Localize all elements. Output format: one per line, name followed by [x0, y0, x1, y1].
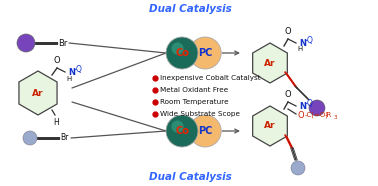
Text: -C(=O): -C(=O)	[305, 112, 329, 118]
Text: O: O	[54, 56, 60, 65]
Text: -R: -R	[325, 112, 332, 118]
Text: Br: Br	[58, 39, 67, 47]
Text: Ar: Ar	[32, 89, 44, 97]
Text: Dual Catalysis: Dual Catalysis	[149, 172, 231, 182]
Text: N: N	[299, 39, 306, 47]
Text: Ar: Ar	[264, 59, 276, 68]
Text: PC: PC	[198, 126, 212, 136]
Text: H: H	[67, 76, 71, 82]
Text: Dual Catalysis: Dual Catalysis	[149, 4, 231, 14]
Text: -Q: -Q	[305, 36, 314, 44]
Circle shape	[189, 115, 221, 147]
Text: Co: Co	[175, 126, 189, 136]
Text: O: O	[298, 110, 305, 119]
Circle shape	[172, 121, 184, 133]
Circle shape	[17, 34, 35, 52]
Text: O: O	[285, 90, 291, 99]
Polygon shape	[253, 43, 287, 83]
Text: H: H	[297, 46, 303, 52]
Text: Inexpensive Cobalt Catalyst: Inexpensive Cobalt Catalyst	[160, 75, 260, 81]
Text: 3: 3	[334, 115, 338, 119]
Text: Room Temperature: Room Temperature	[160, 99, 229, 105]
Text: N: N	[299, 102, 306, 110]
Text: -Q: -Q	[305, 99, 314, 108]
Polygon shape	[253, 106, 287, 146]
Text: Ar: Ar	[264, 121, 276, 131]
Polygon shape	[19, 71, 57, 115]
Circle shape	[166, 37, 198, 69]
Circle shape	[309, 100, 325, 116]
Circle shape	[172, 42, 184, 55]
Text: Co: Co	[175, 48, 189, 58]
Text: N: N	[68, 68, 75, 76]
Circle shape	[189, 37, 221, 69]
Circle shape	[291, 161, 305, 175]
Text: Br: Br	[60, 134, 68, 142]
Text: -Q: -Q	[74, 65, 83, 73]
Text: H: H	[53, 118, 59, 127]
Text: PC: PC	[198, 48, 212, 58]
Circle shape	[23, 131, 37, 145]
Circle shape	[166, 115, 198, 147]
Text: Wide Substrate Scope: Wide Substrate Scope	[160, 111, 240, 117]
Text: O: O	[285, 27, 291, 36]
Text: Metal Oxidant Free: Metal Oxidant Free	[160, 87, 228, 93]
